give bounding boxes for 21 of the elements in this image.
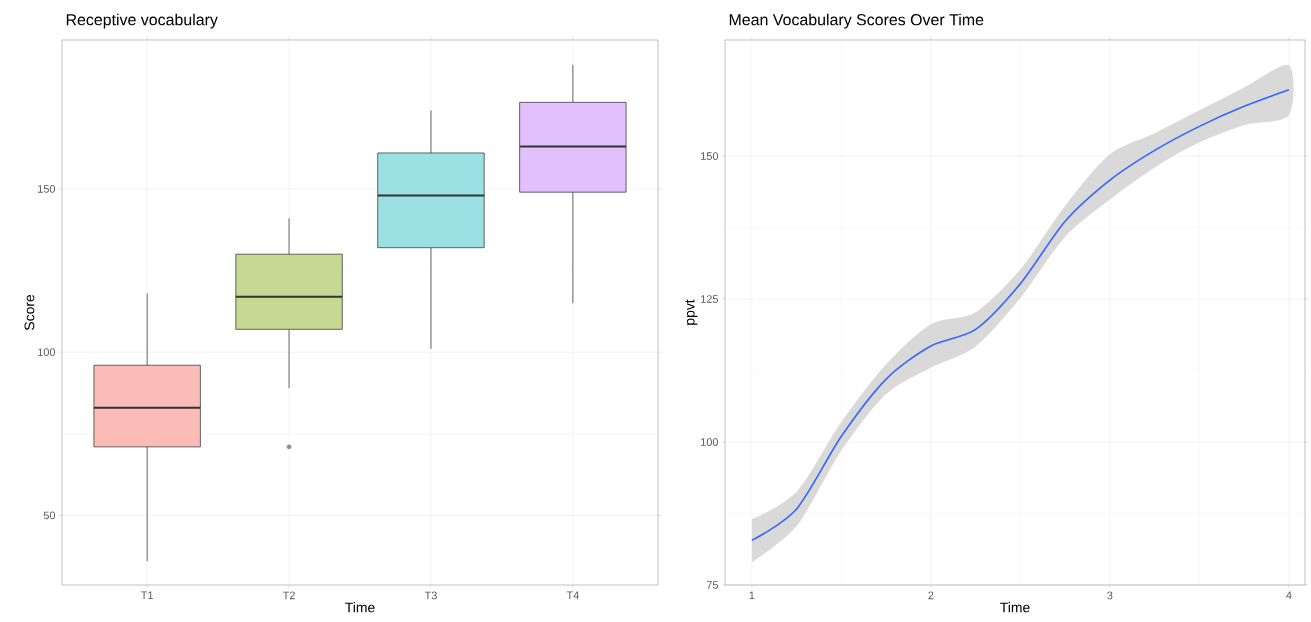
- x-tick-label: T1: [141, 591, 154, 600]
- y-tick-label: 150: [38, 185, 56, 193]
- x-tick-label: T2: [282, 591, 295, 600]
- y-tick-label: 50: [43, 511, 56, 520]
- x-axis-title: Time: [1000, 602, 1030, 613]
- x-tick-label: 2: [928, 591, 934, 600]
- y-tick-label: 75: [706, 581, 719, 589]
- x-tick-label: 3: [1107, 591, 1113, 600]
- chart-title: Receptive vocabulary: [66, 13, 218, 29]
- y-tick-label: 150: [701, 152, 719, 160]
- chart-title: Mean Vocabulary Scores Over Time: [729, 13, 984, 29]
- x-tick-label: 4: [1286, 591, 1292, 600]
- x-tick-label: T3: [424, 591, 437, 600]
- y-tick-label: 100: [701, 438, 719, 446]
- y-axis-title: Score: [24, 294, 35, 331]
- y-axis-title: ppvt: [685, 299, 698, 325]
- y-tick-label: 125: [701, 295, 719, 303]
- x-tick-label: T4: [566, 591, 579, 600]
- x-tick-label: 1: [749, 591, 755, 600]
- x-axis-title: Time: [345, 602, 375, 613]
- y-tick-label: 100: [38, 348, 56, 357]
